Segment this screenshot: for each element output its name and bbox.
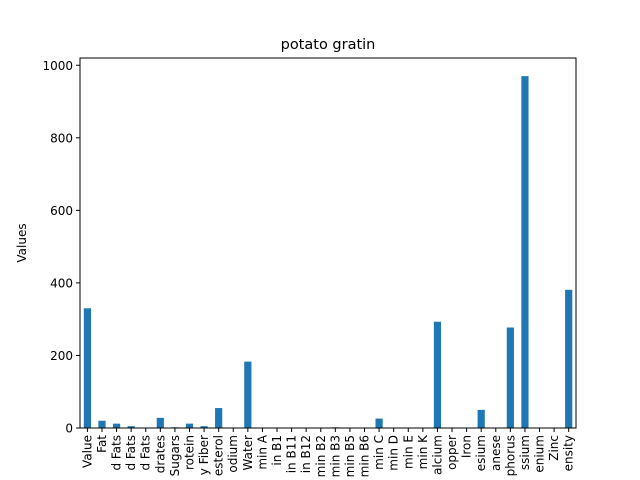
x-axis-ticks: Value Fat d Fats d Fats d Fats drates Sugars ro…	[80, 428, 576, 477]
x-tick-label: min D	[387, 435, 401, 471]
x-tick-label: min K	[416, 434, 430, 469]
chart-title: potato gratin	[281, 37, 376, 53]
x-tick-label: Iron	[460, 435, 474, 458]
x-tick-label: min B5	[343, 435, 357, 477]
x-tick-label: Sugars	[168, 435, 182, 476]
x-tick-label: d Fats	[124, 435, 138, 471]
bar	[185, 423, 194, 428]
x-tick-label: min A	[255, 434, 269, 469]
x-tick-label: odium	[226, 435, 240, 473]
y-axis-label: Values	[15, 223, 29, 262]
bar	[565, 289, 573, 428]
x-tick-label: min B6	[358, 435, 372, 477]
x-tick-label: in B12	[299, 435, 313, 473]
x-tick-label: min C	[372, 435, 386, 470]
bar	[83, 308, 91, 428]
bar	[200, 426, 208, 428]
bar	[521, 76, 529, 428]
y-tick-label: 400	[50, 276, 73, 290]
x-tick-label: Zinc	[547, 435, 561, 461]
x-tick-label: anese	[489, 435, 503, 471]
x-tick-label: ssium	[518, 435, 532, 470]
x-tick-label: in B1	[270, 435, 284, 466]
x-tick-label: opper	[445, 435, 459, 470]
plot-frame	[79, 57, 577, 429]
x-tick-label: Value	[80, 435, 94, 468]
x-tick-label: d Fats	[139, 435, 153, 471]
x-tick-label: enium	[533, 435, 547, 473]
y-tick-label: 1000	[42, 59, 73, 73]
x-tick-label: alcium	[430, 435, 444, 475]
bar	[112, 423, 121, 428]
bar	[244, 361, 252, 428]
x-tick-label: drates	[153, 435, 167, 473]
x-tick-label: d Fats	[110, 435, 124, 471]
x-tick-label: esium	[474, 435, 488, 471]
x-tick-label: y Fiber	[197, 435, 211, 475]
x-tick-label: esterol	[212, 435, 226, 476]
x-tick-label: Water	[241, 435, 255, 471]
x-tick-label: Fat	[95, 435, 109, 453]
y-tick-label: 800	[50, 131, 73, 145]
bar	[375, 418, 383, 428]
x-tick-label: min E	[401, 435, 415, 469]
x-tick-label: phorus	[503, 435, 517, 476]
y-tick-label: 0	[65, 422, 73, 436]
bar	[127, 426, 135, 428]
x-tick-label: ensity	[562, 435, 576, 471]
y-tick-label: 600	[50, 204, 73, 218]
x-tick-label: min B2	[314, 435, 328, 477]
bar	[433, 321, 442, 428]
bar	[215, 408, 223, 428]
y-tick-label: 200	[50, 349, 73, 363]
bar	[98, 420, 106, 428]
bar	[506, 327, 514, 428]
x-tick-label: rotein	[182, 435, 196, 470]
bars-group	[83, 76, 573, 428]
bar	[156, 417, 164, 428]
bar	[477, 409, 485, 428]
x-tick-label: in B11	[285, 435, 299, 473]
y-axis-ticks: 0 200 400 600 800 1000	[42, 59, 80, 436]
x-tick-label: min B3	[328, 435, 342, 477]
